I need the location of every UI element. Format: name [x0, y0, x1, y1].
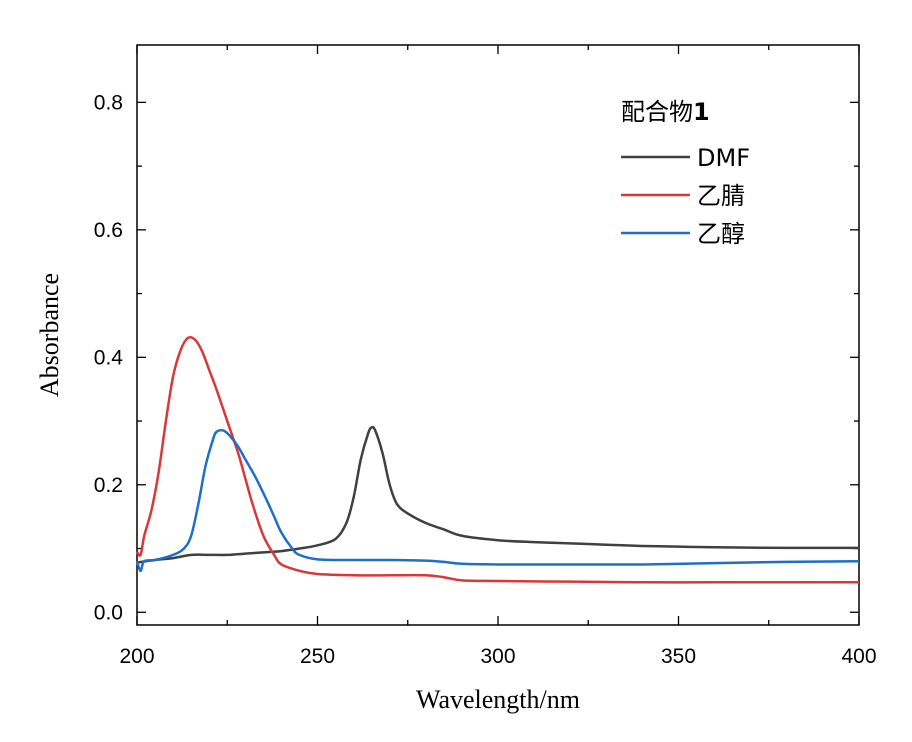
y-tick-label: 0.6 [94, 219, 123, 242]
legend-title-main: 配合物 [621, 98, 693, 126]
y-axis-title: Absorbance [35, 273, 64, 397]
x-tick-label: 250 [300, 645, 335, 668]
legend-label-ethanol: 乙醇 [697, 220, 745, 248]
legend-title: 配合物1 [621, 98, 710, 126]
y-tick-label: 0.2 [94, 474, 123, 497]
legend-title-bold: 1 [693, 98, 710, 126]
legend: 配合物1 DMF 乙腈 乙醇 [621, 98, 750, 248]
plot-frame [136, 44, 860, 626]
x-axis-ticks: 200 250 300 350 400 [119, 45, 877, 668]
series-group [135, 335, 860, 584]
y-tick-label: 0.0 [94, 601, 123, 624]
y-axis-ticks: 0.0 0.2 0.4 0.6 0.8 [94, 91, 859, 624]
series-line-ethanol [135, 428, 860, 573]
y-tick-label: 0.8 [94, 91, 123, 114]
x-tick-label: 350 [661, 645, 696, 668]
series-line-dmf [136, 425, 860, 564]
series-line-acetonitrile [135, 335, 859, 584]
x-tick-label: 200 [119, 645, 154, 668]
legend-label-acetonitrile: 乙腈 [697, 182, 745, 210]
x-tick-label: 300 [480, 645, 515, 668]
legend-label-dmf: DMF [697, 144, 750, 172]
x-axis-title: Wavelength/nm [416, 685, 580, 714]
x-tick-label: 400 [841, 645, 876, 668]
y-tick-label: 0.4 [94, 346, 124, 369]
